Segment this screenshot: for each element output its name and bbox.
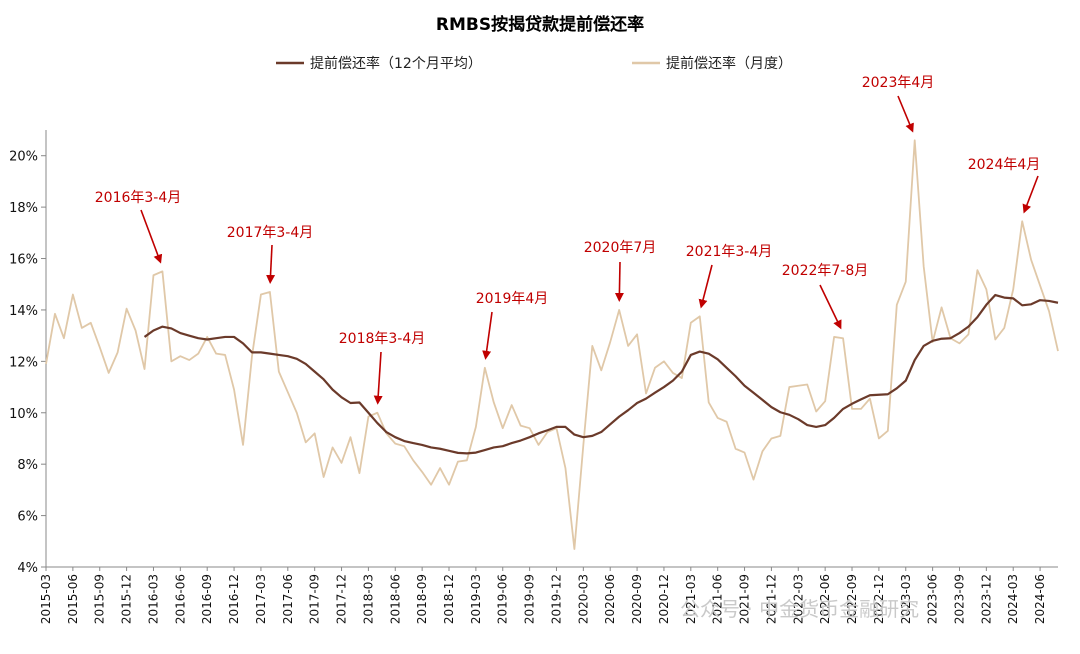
series-line-12m-average — [145, 295, 1058, 453]
y-tick-label: 16% — [9, 253, 38, 268]
x-tick-label: 2015-06 — [66, 574, 80, 624]
x-tick-label: 2018-09 — [415, 574, 429, 624]
x-tick-label: 2016-03 — [146, 574, 160, 624]
x-tick-label: 2015-12 — [120, 574, 134, 624]
x-tick-label: 2015-03 — [39, 574, 53, 624]
annotation-arrow — [378, 352, 381, 403]
y-tick-label: 6% — [17, 510, 38, 525]
annotation-label: 2021年3-4月 — [686, 244, 773, 260]
x-tick-label: 2023-12 — [979, 574, 993, 624]
x-tick-label: 2019-12 — [549, 574, 563, 624]
annotation-arrow — [820, 285, 840, 328]
annotation-arrow — [270, 245, 272, 282]
y-tick-label: 20% — [9, 150, 38, 165]
x-tick-label: 2020-03 — [576, 574, 590, 624]
annotation-label: 2023年4月 — [862, 75, 935, 91]
annotation-label: 2017年3-4月 — [227, 225, 314, 241]
x-tick-label: 2019-09 — [523, 574, 537, 624]
y-tick-label: 10% — [9, 407, 38, 422]
x-tick-label: 2020-09 — [630, 574, 644, 624]
x-tick-label: 2019-03 — [469, 574, 483, 624]
x-tick-label: 2018-06 — [388, 574, 402, 624]
x-tick-label: 2017-03 — [254, 574, 268, 624]
x-tick-label: 2024-03 — [1006, 574, 1020, 624]
annotation-label: 2016年3-4月 — [95, 190, 182, 206]
x-tick-label: 2017-12 — [335, 574, 349, 624]
annotation-label: 2024年4月 — [968, 157, 1041, 173]
annotation-arrow — [486, 312, 492, 358]
series-layer — [46, 140, 1058, 549]
x-tick-label: 2023-09 — [952, 574, 966, 624]
x-tick-label: 2017-09 — [308, 574, 322, 624]
y-tick-label: 14% — [9, 304, 38, 319]
annotation-arrow — [898, 96, 912, 131]
annotation-arrow — [619, 262, 620, 300]
legend: 提前偿还率（12个月平均） 提前偿还率（月度） — [276, 55, 792, 72]
legend-item-12m-average-label: 提前偿还率（12个月平均） — [310, 55, 482, 72]
annotation-arrow — [701, 265, 712, 307]
annotation-label: 2018年3-4月 — [339, 331, 426, 347]
x-tick-label: 2024-06 — [1033, 574, 1047, 624]
y-tick-label: 12% — [9, 355, 38, 370]
annotation-label: 2019年4月 — [476, 291, 549, 307]
x-tick-label: 2016-09 — [200, 574, 214, 624]
watermark-text: 公众号 · 中金货币金融研究 — [680, 597, 919, 621]
y-tick-label: 18% — [9, 201, 38, 216]
x-tick-label: 2016-06 — [173, 574, 187, 624]
x-tick-label: 2018-03 — [361, 574, 375, 624]
x-tick-label: 2018-12 — [442, 574, 456, 624]
x-tick-label: 2020-12 — [657, 574, 671, 624]
annotations-layer: 2016年3-4月 2017年3-4月 2018年3-4月 2019年4月 2020年7… — [95, 75, 1041, 403]
legend-item-monthly-label: 提前偿还率（月度） — [666, 55, 792, 72]
annotation-arrow — [1024, 176, 1038, 212]
x-tick-label: 2015-09 — [93, 574, 107, 624]
series-line-monthly — [46, 140, 1058, 549]
annotation-label: 2022年7-8月 — [782, 263, 869, 279]
y-tick-label: 8% — [17, 458, 38, 473]
annotation-label: 2020年7月 — [584, 240, 657, 256]
y-tick-label: 4% — [17, 561, 38, 576]
x-tick-label: 2017-06 — [281, 574, 295, 624]
annotation-arrow — [141, 210, 160, 262]
x-tick-label: 2023-06 — [926, 574, 940, 624]
x-tick-label: 2019-06 — [496, 574, 510, 624]
chart-title: RMBS按揭贷款提前偿还率 — [436, 14, 644, 35]
x-tick-label: 2016-12 — [227, 574, 241, 624]
x-tick-label: 2020-06 — [603, 574, 617, 624]
